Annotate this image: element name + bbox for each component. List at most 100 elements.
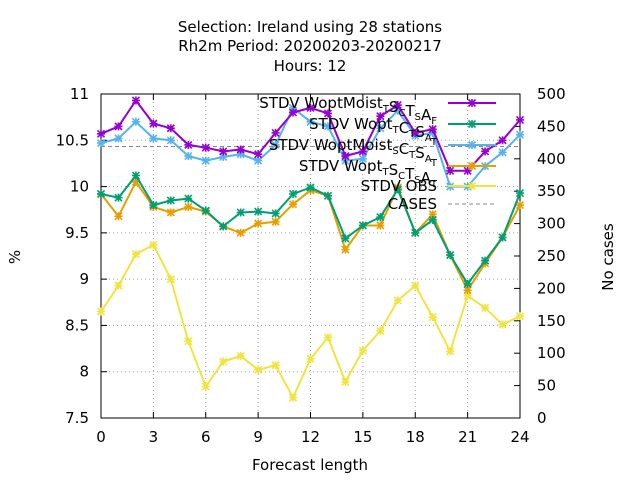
data-point [114,212,123,221]
data-point [271,361,280,370]
legend-entry-1: STDV WoptTCTSAT [309,115,496,148]
data-point [149,119,158,128]
y-tick-label: 9.5 [65,224,89,242]
data-point [254,219,263,228]
data-point [131,250,140,259]
data-point [411,281,420,290]
legend-subscript: S [414,175,420,186]
legend-subscript: T [408,150,416,161]
y2-axis-label: No cases [599,223,617,291]
legend-text: CASES [388,195,437,213]
data-point [481,256,490,265]
y2-tick-label: 350 [537,182,566,200]
data-point [271,128,280,137]
legend-subscript: T [381,167,389,178]
y-tick-label: 10 [70,178,89,196]
x-axis-label: Forecast length [252,456,368,474]
data-point [446,251,455,260]
y2-tick-label: 450 [537,117,566,135]
y-axis-label: % [6,250,24,264]
data-point [323,333,333,342]
legend-text: T [404,165,415,183]
data-point [166,208,175,217]
legend-subscript: T [430,179,438,190]
data-point [219,357,228,366]
data-point [254,207,263,216]
legend-text: STDV Wopt [309,115,393,133]
data-point [236,351,245,361]
data-point [498,136,507,145]
data-point [515,188,525,198]
data-point [498,320,507,329]
legend-text: S [389,98,399,116]
series-lines [96,96,525,402]
data-point [236,208,245,217]
data-point [341,245,350,254]
y-tick-label: 8 [79,363,89,381]
data-point [393,185,402,194]
data-point [306,183,315,192]
legend-subscript: C [398,108,405,119]
series-4 [96,240,525,402]
data-point [463,279,472,288]
data-point [271,209,280,218]
data-point [376,326,385,336]
data-point [149,134,158,143]
data-point [358,221,367,230]
data-point [288,200,298,209]
legend-text: C [399,119,409,137]
data-point [481,147,490,156]
data-point [131,171,140,180]
data-point [306,117,315,126]
x-tick-label: 0 [96,428,106,446]
data-point [393,296,402,305]
data-point [376,221,385,230]
legend-subscript: A [425,154,432,165]
data-point [271,217,280,226]
legend-label: STDV WoptMoistSCTSAT [269,136,438,169]
data-point [515,115,525,124]
chart-title: Selection: Ireland using 28 stations Rh2… [178,18,442,75]
title-line-1: Selection: Ireland using 28 stations [178,18,442,36]
legend-sample-marker [467,140,477,150]
y2-tick-label: 0 [537,409,547,427]
legend-subscript: T [408,129,416,140]
legend-label: STDV WoptTSCTSAT [299,157,438,190]
title-line-2: Rh2m Period: 20200203-20200217 [178,37,442,55]
legend-text: S [389,161,399,179]
legend-subscript: S [392,146,398,157]
data-point [96,307,106,316]
legend-entry-4: STDV OBS [361,177,496,195]
data-point [323,122,333,131]
data-point [288,108,298,117]
data-point [114,122,123,131]
y2-tick-label: 100 [537,344,566,362]
data-point [201,206,210,215]
data-point [341,151,350,161]
y-tick-label: 7.5 [65,409,89,427]
data-point [515,130,525,139]
x-tick-label: 21 [458,428,477,446]
series-3 [96,177,525,295]
legend-label: STDV WoptTCTSAT [309,115,438,148]
x-tick-label: 15 [353,428,372,446]
data-point [446,166,455,175]
legend-entry-2: STDV WoptMoistSCTSAT [269,136,496,169]
legend-text: STDV Wopt [299,157,383,175]
data-point [411,228,420,237]
data-point [481,303,490,312]
data-point [184,194,193,203]
data-point [306,103,315,112]
legend-text: A [421,169,432,187]
legend-subscript: T [430,158,438,169]
data-point [358,147,367,156]
data-point [254,150,263,159]
data-point [376,124,385,133]
legend-text: S [415,123,425,141]
data-point [184,337,193,346]
data-point [306,354,315,363]
ticks: 0 3 6 9 12 15 18 21 24 7.5 8 8.5 9 9.5 10 10.5 11 0 50 100 1… [56,85,566,446]
data-point [219,147,228,156]
y2-tick-label: 50 [537,377,556,395]
legend-text: STDV WoptMoist [269,136,393,154]
